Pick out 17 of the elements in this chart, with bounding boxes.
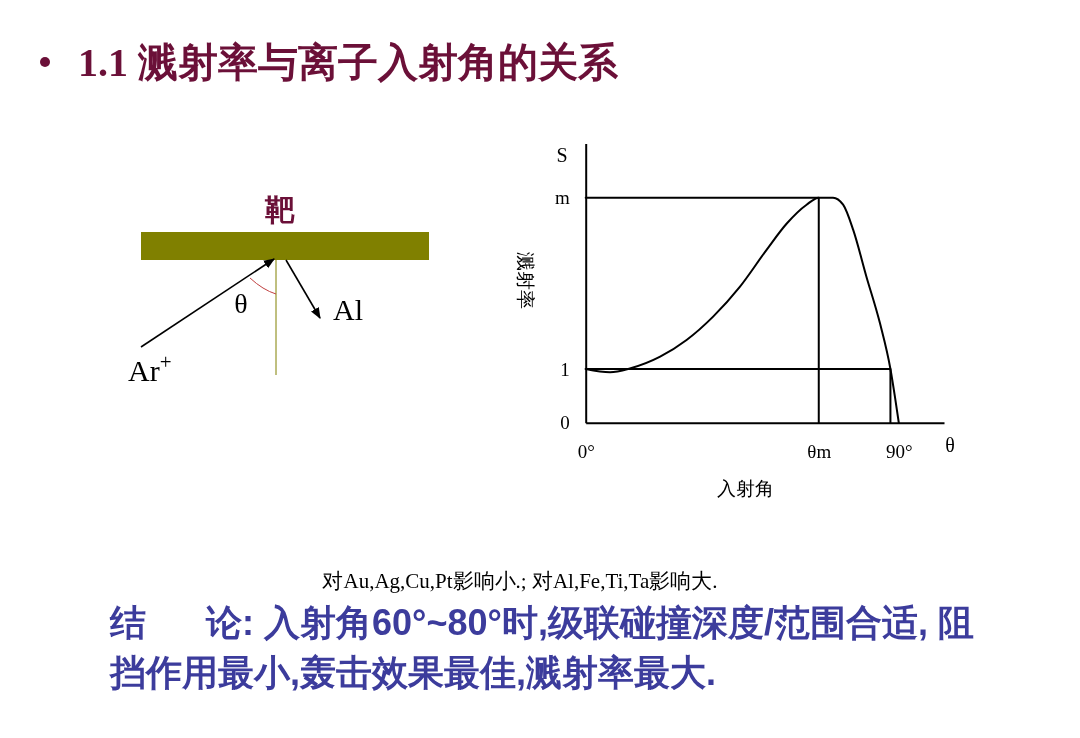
text: S (556, 144, 568, 166)
x-axis-title: 入射角 (716, 478, 774, 499)
text: θ (234, 288, 248, 319)
x-tick-label: θm (807, 441, 832, 463)
y-tick-label: 0 (560, 412, 570, 434)
text: θ (945, 434, 955, 456)
chart-title: 1.1 溅射率与离子入射角的关系 (78, 40, 619, 85)
text: Al (333, 293, 363, 326)
x-tick-label: 0° (577, 441, 595, 463)
text: 对Au,Ag,Cu,Pt影响小.; 对Al,Fe,Ti,Ta影响大. (322, 569, 718, 593)
text: 结 论: 入射角60°~80°时,级联碰撞深度/范围合适, 阻挡作用最小,轰击效果最佳,溅射率最大. (110, 601, 975, 695)
text: Ar$^{+}$ (128, 350, 172, 387)
text: 靶 (264, 193, 295, 226)
y-tick-label: m (554, 187, 570, 209)
x-tick-label: 90° (885, 441, 913, 463)
y-tick-label: 1 (560, 358, 570, 380)
y-axis-title: 溅射率 (515, 251, 536, 309)
